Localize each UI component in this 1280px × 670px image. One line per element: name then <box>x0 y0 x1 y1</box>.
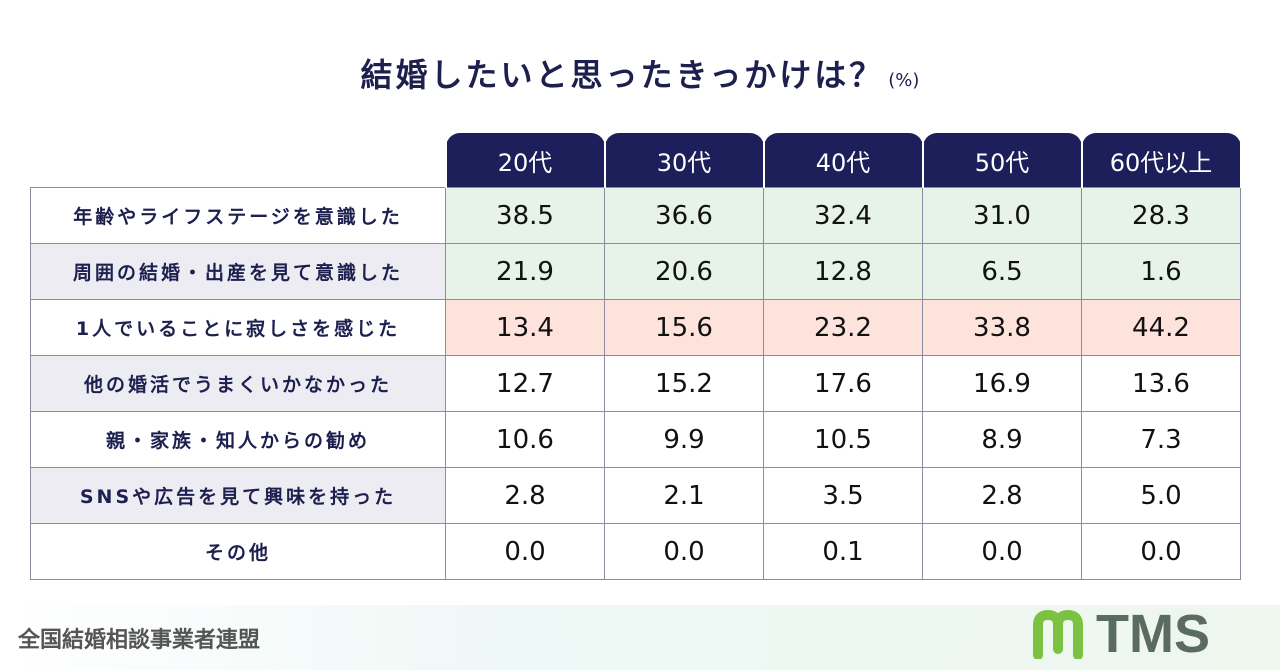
value-cell: 12.8 <box>763 243 923 300</box>
value-cell: 2.8 <box>922 467 1082 524</box>
value-cell: 1.6 <box>1081 243 1241 300</box>
row-label: SNSや広告を見て興味を持った <box>30 467 446 524</box>
table-row: 年齢やライフステージを意識した 38.5 36.6 32.4 31.0 28.3 <box>30 187 1241 244</box>
organization-name: 全国結婚相談事業者連盟 <box>18 628 261 653</box>
logo-text: TMS <box>1096 604 1210 664</box>
value-cell: 6.5 <box>922 243 1082 300</box>
value-cell: 20.6 <box>604 243 764 300</box>
value-cell: 21.9 <box>445 243 605 300</box>
value-cell: 12.7 <box>445 355 605 412</box>
row-label: 1人でいることに寂しさを感じた <box>30 299 446 356</box>
value-cell: 2.1 <box>604 467 764 524</box>
value-cell: 7.3 <box>1081 411 1241 468</box>
value-cell: 13.4 <box>445 299 605 356</box>
value-cell: 0.1 <box>763 523 923 580</box>
value-cell: 33.8 <box>922 299 1082 356</box>
value-cell: 2.8 <box>445 467 605 524</box>
row-label: 年齢やライフステージを意識した <box>30 187 446 244</box>
row-label: 周囲の結婚・出産を見て意識した <box>30 243 446 300</box>
data-table: 20代 30代 40代 50代 60代以上 年齢やライフステージを意識した 38.5 36.… <box>30 133 1242 580</box>
title-text: 結婚したいと思ったきっかけは？ <box>360 56 885 94</box>
row-label: 親・家族・知人からの勧め <box>30 411 446 468</box>
value-cell: 36.6 <box>604 187 764 244</box>
tms-logo: TMS <box>1032 604 1210 664</box>
value-cell: 15.2 <box>604 355 764 412</box>
column-header: 20代 <box>444 133 606 188</box>
table-row: SNSや広告を見て興味を持った 2.8 2.1 3.5 2.8 5.0 <box>30 467 1241 524</box>
row-label: その他 <box>30 523 446 580</box>
value-cell: 28.3 <box>1081 187 1241 244</box>
value-cell: 5.0 <box>1081 467 1241 524</box>
table-row: 1人でいることに寂しさを感じた 13.4 15.6 23.2 33.8 44.2 <box>30 299 1241 356</box>
value-cell: 10.6 <box>445 411 605 468</box>
chart-title: 結婚したいと思ったきっかけは？ (%) <box>0 50 1280 96</box>
header-blank <box>31 133 446 188</box>
table-row: その他 0.0 0.0 0.1 0.0 0.0 <box>30 523 1241 580</box>
value-cell: 31.0 <box>922 187 1082 244</box>
value-cell: 44.2 <box>1081 299 1241 356</box>
value-cell: 0.0 <box>445 523 605 580</box>
column-header: 50代 <box>921 133 1083 188</box>
value-cell: 8.9 <box>922 411 1082 468</box>
value-cell: 38.5 <box>445 187 605 244</box>
value-cell: 10.5 <box>763 411 923 468</box>
value-cell: 15.6 <box>604 299 764 356</box>
table-row: 親・家族・知人からの勧め 10.6 9.9 10.5 8.9 7.3 <box>30 411 1241 468</box>
logo-mark-icon <box>1033 609 1083 659</box>
value-cell: 0.0 <box>604 523 764 580</box>
value-cell: 0.0 <box>922 523 1082 580</box>
header-row: 20代 30代 40代 50代 60代以上 <box>31 133 1242 188</box>
column-header: 60代以上 <box>1080 133 1242 188</box>
table-row: 他の婚活でうまくいかなかった 12.7 15.2 17.6 16.9 13.6 <box>30 355 1241 412</box>
value-cell: 16.9 <box>922 355 1082 412</box>
value-cell: 13.6 <box>1081 355 1241 412</box>
value-cell: 32.4 <box>763 187 923 244</box>
value-cell: 17.6 <box>763 355 923 412</box>
unit-label: (%) <box>888 70 920 91</box>
value-cell: 23.2 <box>763 299 923 356</box>
value-cell: 9.9 <box>604 411 764 468</box>
column-header: 40代 <box>762 133 924 188</box>
value-cell: 0.0 <box>1081 523 1241 580</box>
row-label: 他の婚活でうまくいかなかった <box>30 355 446 412</box>
table-row: 周囲の結婚・出産を見て意識した 21.9 20.6 12.8 6.5 1.6 <box>30 243 1241 300</box>
column-header: 30代 <box>603 133 765 188</box>
value-cell: 3.5 <box>763 467 923 524</box>
